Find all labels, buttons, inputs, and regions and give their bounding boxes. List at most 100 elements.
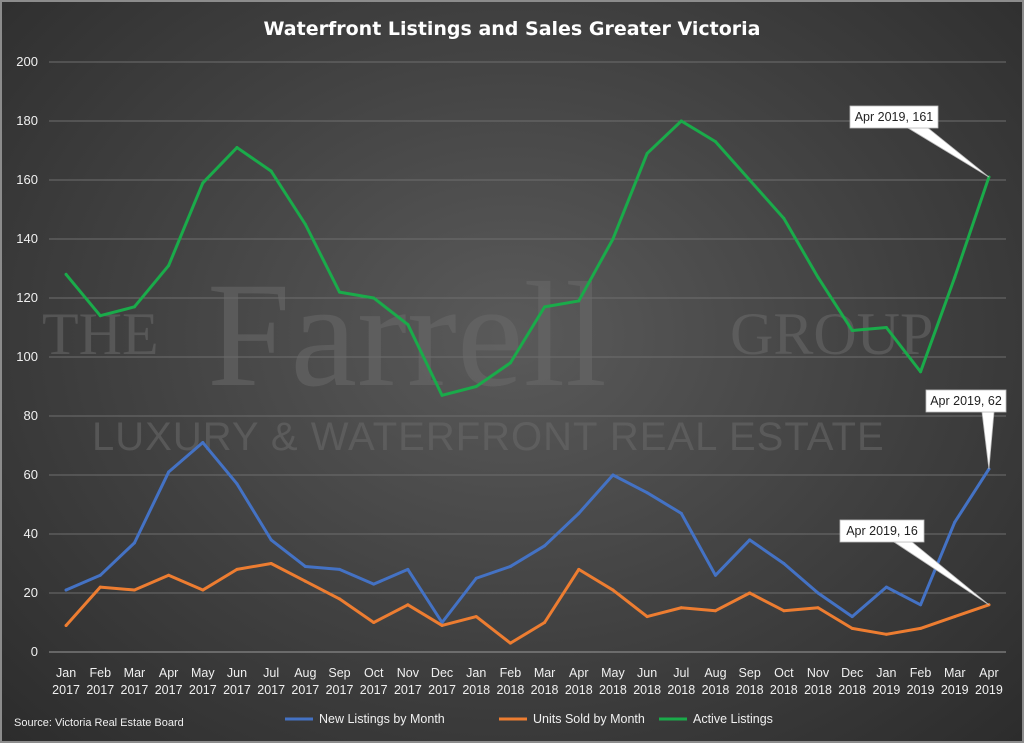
x-tick-label-year: 2017	[121, 683, 149, 697]
data-point	[713, 140, 717, 144]
data-point	[543, 621, 547, 624]
data-callout: Apr 2019, 16	[839, 519, 990, 606]
data-point	[543, 305, 547, 309]
x-tick-label-year: 2017	[189, 683, 217, 697]
x-tick-label-month: Mar	[944, 666, 966, 680]
x-tick-label-year: 2019	[941, 683, 969, 697]
x-tick-label-year: 2019	[975, 683, 1003, 697]
data-point	[953, 275, 957, 279]
legend-item: Units Sold by Month	[499, 712, 645, 726]
data-point	[338, 567, 342, 571]
callout-label: Apr 2019, 16	[846, 524, 918, 538]
x-tick-label-month: Aug	[704, 666, 726, 680]
x-tick-label-year: 2018	[702, 683, 730, 697]
x-tick-label-year: 2017	[257, 683, 285, 697]
y-tick-label: 80	[24, 408, 38, 423]
data-point	[235, 567, 239, 571]
data-point	[201, 588, 205, 592]
y-tick-label: 140	[16, 231, 38, 246]
watermark: THE Farrell GROUP LUXURY & WATERFRONT RE…	[42, 252, 933, 459]
x-tick-label-month: Jul	[673, 666, 689, 680]
x-tick-label-month: May	[601, 666, 625, 680]
legend-label: Active Listings	[693, 712, 773, 726]
x-tick-label-month: Nov	[807, 666, 830, 680]
x-tick-label-year: 2018	[531, 683, 559, 697]
y-tick-label: 40	[24, 526, 38, 541]
data-point	[713, 573, 717, 577]
x-tick-label-month: Sep	[328, 666, 350, 680]
x-tick-label-month: Oct	[774, 666, 794, 680]
data-point	[132, 305, 136, 309]
data-callout: Apr 2019, 62	[925, 389, 1007, 470]
data-point	[816, 275, 820, 279]
gridlines	[49, 61, 1006, 653]
x-tick-label-month: Sep	[739, 666, 761, 680]
data-point	[474, 385, 478, 388]
watermark-the: THE	[42, 301, 159, 367]
data-point	[953, 615, 957, 619]
callout-pointer	[981, 411, 995, 470]
data-point	[679, 511, 683, 515]
y-tick-label: 160	[16, 172, 38, 187]
data-point	[64, 623, 68, 627]
x-tick-label-year: 2018	[633, 683, 661, 697]
series-lines	[64, 119, 991, 645]
x-tick-label-month: Jan	[876, 666, 896, 680]
x-tick-label-month: Mar	[124, 666, 146, 680]
data-point	[782, 216, 786, 220]
data-point	[201, 441, 205, 445]
data-callouts: Apr 2019, 161 Apr 2019, 62 Apr 2019, 16	[839, 105, 1007, 606]
data-point	[235, 482, 239, 486]
x-tick-label-month: Jun	[637, 666, 657, 680]
series-line-1	[64, 562, 991, 645]
data-point	[850, 615, 854, 619]
x-tick-label-year: 2017	[223, 683, 251, 697]
legend-item: New Listings by Month	[285, 712, 445, 726]
x-tick-label-year: 2018	[599, 683, 627, 697]
x-tick-label-year: 2019	[907, 683, 935, 697]
y-tick-label: 120	[16, 290, 38, 305]
data-point	[816, 591, 820, 595]
x-tick-label-month: Dec	[841, 666, 863, 680]
legend-label: Units Sold by Month	[533, 712, 645, 726]
data-point	[440, 393, 444, 397]
data-point	[919, 626, 923, 630]
data-point	[235, 146, 239, 150]
x-tick-label-month: Jun	[227, 666, 247, 680]
watermark-farrell: Farrell	[207, 252, 607, 418]
legend-label: New Listings by Month	[319, 712, 445, 726]
x-tick-label-month: Mar	[534, 666, 556, 680]
x-tick-label-year: 2019	[872, 683, 900, 697]
data-point	[679, 119, 683, 123]
y-tick-label: 60	[24, 467, 38, 482]
data-point	[816, 606, 820, 610]
data-point	[748, 538, 752, 542]
x-tick-label-month: Feb	[500, 666, 522, 680]
x-tick-label-year: 2018	[770, 683, 798, 697]
x-tick-label-month: Feb	[89, 666, 111, 680]
legend: New Listings by Month Units Sold by Month…	[285, 712, 773, 726]
x-tick-label-month: Jan	[56, 666, 76, 680]
data-point	[508, 564, 512, 568]
data-point	[508, 641, 512, 645]
data-point	[372, 582, 376, 586]
data-point	[167, 264, 171, 268]
chart-title: Waterfront Listings and Sales Greater Vi…	[264, 18, 761, 40]
y-tick-label: 180	[16, 113, 38, 128]
data-point	[679, 606, 683, 610]
callout-box	[849, 105, 939, 129]
data-point	[577, 567, 581, 571]
data-point	[748, 591, 752, 595]
data-point	[201, 181, 205, 185]
series-line-0	[64, 441, 991, 624]
y-tick-label: 20	[24, 585, 38, 600]
data-point	[611, 237, 615, 241]
data-point	[372, 296, 376, 300]
callout-box	[839, 519, 925, 543]
data-point	[645, 615, 649, 619]
data-point	[440, 623, 444, 627]
x-tick-label-year: 2018	[736, 683, 764, 697]
data-point	[98, 585, 102, 589]
data-point	[303, 564, 307, 568]
